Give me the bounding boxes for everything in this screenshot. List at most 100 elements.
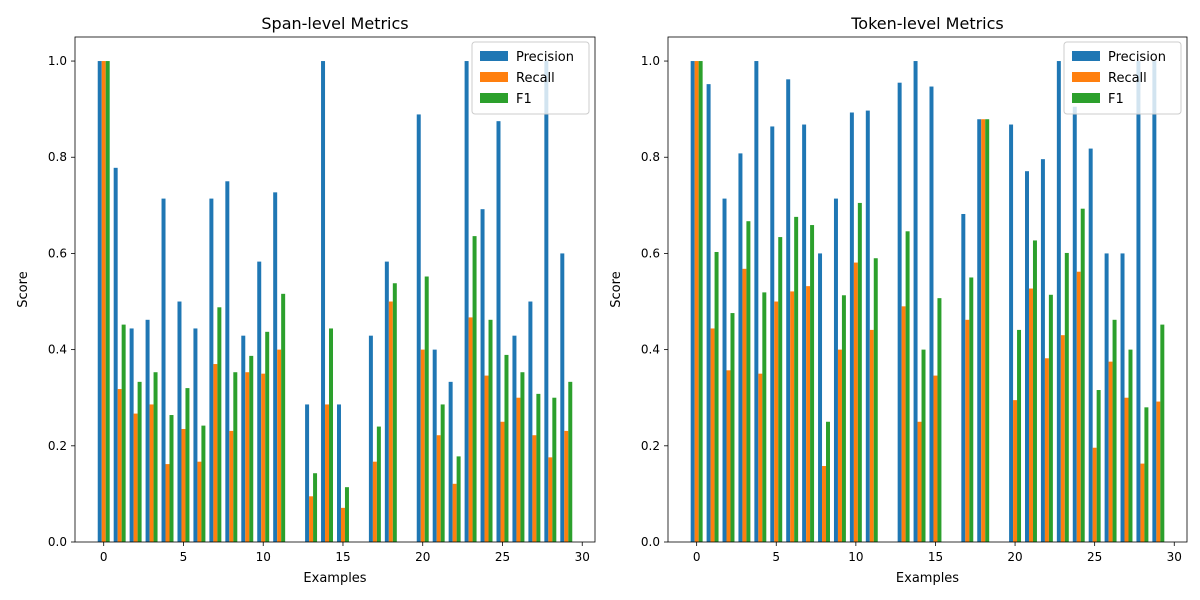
x-tick-label: 25 — [1087, 550, 1102, 564]
bar-precision-20 — [416, 114, 421, 542]
bar-recall-27 — [1124, 397, 1129, 542]
y-tick-label: 0.6 — [48, 246, 67, 260]
bar-precision-2 — [129, 328, 134, 542]
bar-f1-22 — [456, 456, 461, 542]
bar-recall-23 — [1060, 335, 1065, 542]
bar-f1-13 — [313, 473, 318, 542]
bar-f1-15 — [344, 487, 349, 542]
bar-f1-5 — [778, 237, 783, 543]
bar-recall-21 — [1028, 288, 1033, 542]
bar-recall-22 — [452, 483, 457, 542]
legend-swatch-precision — [480, 51, 508, 61]
legend-swatch-f1 — [1072, 93, 1100, 103]
bar-recall-7 — [213, 364, 218, 542]
bar-recall-1 — [117, 389, 122, 542]
bar-recall-26 — [516, 397, 521, 542]
bar-precision-2 — [722, 198, 727, 542]
bar-f1-9 — [841, 295, 846, 542]
bar-recall-29 — [564, 430, 569, 542]
bar-recall-10 — [853, 262, 858, 542]
bar-precision-11 — [865, 110, 870, 542]
legend-label-f1: F1 — [1108, 92, 1124, 107]
bar-recall-27 — [532, 435, 537, 542]
bar-precision-9 — [833, 198, 838, 542]
bar-precision-23 — [1056, 61, 1061, 543]
bar-precision-25 — [1088, 148, 1093, 543]
bar-f1-28 — [1144, 407, 1149, 542]
x-tick-label: 20 — [1007, 550, 1022, 564]
bar-recall-13 — [901, 306, 906, 542]
bar-f1-2 — [730, 313, 735, 542]
bar-f1-27 — [536, 393, 541, 542]
bar-f1-28 — [552, 397, 557, 542]
bar-precision-8 — [225, 181, 230, 543]
bar-precision-4 — [161, 198, 166, 542]
bar-f1-1 — [121, 324, 126, 542]
bar-precision-1 — [706, 84, 711, 542]
bar-recall-25 — [1092, 447, 1097, 542]
bar-f1-15 — [937, 298, 942, 542]
bar-f1-29 — [568, 381, 573, 542]
bar-precision-23 — [464, 61, 469, 543]
bar-f1-10 — [857, 202, 862, 542]
chart-title: Span-level Metrics — [261, 14, 408, 33]
bar-recall-2 — [133, 413, 138, 542]
x-tick-label: 10 — [848, 550, 863, 564]
bar-recall-11 — [869, 329, 874, 542]
legend: Precision Recall F1 — [471, 41, 590, 115]
bar-precision-7 — [802, 124, 807, 543]
bar-recall-5 — [181, 428, 186, 542]
bar-recall-0 — [101, 61, 106, 543]
bar-recall-0 — [694, 61, 699, 543]
bar-f1-14 — [921, 349, 926, 542]
bar-precision-26 — [1104, 253, 1109, 542]
bar-recall-26 — [1108, 361, 1113, 542]
x-axis-label: Examples — [896, 571, 959, 586]
bar-recall-25 — [500, 421, 505, 542]
bar-f1-25 — [1096, 390, 1101, 542]
bar-precision-22 — [1040, 159, 1045, 542]
x-tick-label: 5 — [772, 550, 780, 564]
bar-precision-28 — [1136, 61, 1141, 543]
bar-recall-9 — [245, 372, 250, 542]
bar-f1-21 — [1032, 240, 1037, 542]
bar-precision-7 — [209, 198, 214, 542]
bar-recall-28 — [1140, 463, 1145, 542]
bar-f1-11 — [873, 258, 878, 542]
x-tick-label: 15 — [928, 550, 943, 564]
y-tick-label: 0.2 — [48, 439, 67, 453]
bar-recall-15 — [340, 507, 345, 542]
axes-frame — [667, 36, 1188, 543]
bar-recall-9 — [837, 349, 842, 542]
bar-f1-26 — [1112, 319, 1117, 542]
bar-precision-4 — [754, 61, 759, 543]
bar-recall-28 — [548, 457, 553, 542]
bar-precision-18 — [384, 261, 389, 542]
bar-precision-5 — [770, 126, 775, 542]
bar-f1-11 — [281, 293, 286, 542]
bar-f1-6 — [201, 425, 206, 542]
bar-precision-9 — [241, 335, 246, 542]
bar-recall-24 — [484, 375, 489, 542]
bar-precision-8 — [818, 253, 823, 542]
bar-f1-8 — [826, 421, 830, 542]
bar-f1-14 — [329, 328, 334, 542]
bar-precision-10 — [257, 261, 262, 542]
bar-recall-15 — [933, 375, 938, 542]
bar-precision-17 — [961, 213, 966, 542]
bar-f1-6 — [794, 216, 799, 542]
y-tick-label: 1.0 — [48, 54, 67, 68]
x-tick-label: 15 — [335, 550, 350, 564]
bar-precision-3 — [738, 153, 743, 542]
bar-f1-20 — [424, 276, 429, 542]
bar-precision-20 — [1009, 124, 1014, 543]
legend-label-recall: Recall — [516, 71, 555, 86]
bar-precision-18 — [977, 119, 982, 542]
bar-f1-13 — [905, 231, 910, 543]
bar-recall-10 — [261, 373, 266, 542]
legend-swatch-recall — [1072, 72, 1100, 82]
bar-f1-7 — [217, 307, 222, 542]
y-axis-label: Score — [609, 271, 624, 307]
x-tick-label: 0 — [100, 550, 108, 564]
